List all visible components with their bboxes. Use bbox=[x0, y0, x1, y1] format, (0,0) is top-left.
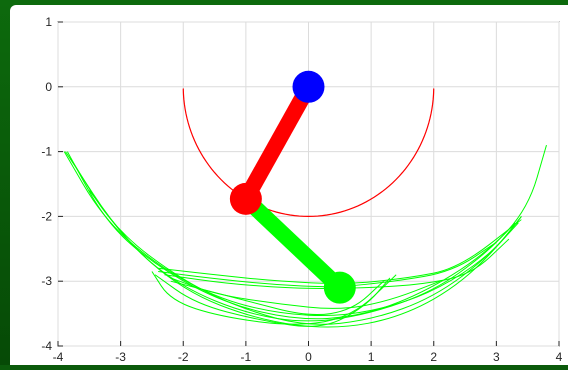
x-tick-label: 1 bbox=[368, 350, 375, 364]
joint-path-arc bbox=[182, 88, 435, 218]
y-tick-label: 1 bbox=[45, 15, 52, 29]
trace-line bbox=[154, 274, 391, 327]
x-tick-label: -1 bbox=[241, 350, 252, 364]
joint-mass bbox=[229, 182, 262, 215]
upper-rod bbox=[238, 82, 316, 203]
pivot-mass bbox=[292, 70, 325, 103]
x-tick-label: 3 bbox=[493, 350, 500, 364]
y-tick-label: -4 bbox=[41, 339, 52, 353]
y-tick-label: -2 bbox=[41, 209, 52, 223]
axis-ticks: -4 -3 -2 -1 0 1 2 3 4 1 0 -1 -2 -3 -4 bbox=[41, 15, 562, 364]
arc-line bbox=[182, 88, 435, 218]
y-tick-label: -1 bbox=[41, 145, 52, 159]
grid-lines bbox=[57, 21, 560, 347]
x-tick-label: 0 bbox=[305, 350, 312, 364]
trace-line bbox=[66, 144, 547, 320]
trace-line bbox=[170, 280, 385, 316]
x-tick-label: 2 bbox=[430, 350, 437, 364]
tip-mass bbox=[323, 271, 356, 304]
lower-rod bbox=[240, 193, 346, 294]
y-tick-label: -3 bbox=[41, 274, 52, 288]
pendulum-rods bbox=[238, 82, 346, 294]
x-tick-label: -2 bbox=[178, 350, 189, 364]
pendulum-plot: -4 -3 -2 -1 0 1 2 3 4 1 0 -1 -2 -3 -4 bbox=[41, 15, 562, 364]
trace-line bbox=[170, 277, 441, 309]
trace-line bbox=[164, 238, 510, 289]
pendulum-masses bbox=[229, 70, 356, 304]
x-tick-label: -4 bbox=[53, 350, 64, 364]
x-tick-label: 4 bbox=[556, 350, 563, 364]
trace-line bbox=[88, 190, 516, 322]
y-tick-label: 0 bbox=[45, 80, 52, 94]
x-tick-label: -3 bbox=[115, 350, 126, 364]
figure-canvas: -4 -3 -2 -1 0 1 2 3 4 1 0 -1 -2 -3 -4 bbox=[10, 5, 568, 365]
